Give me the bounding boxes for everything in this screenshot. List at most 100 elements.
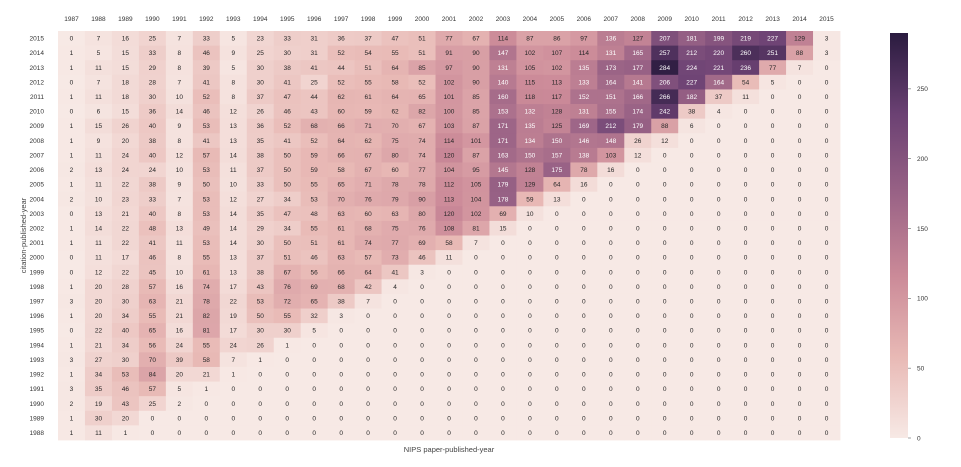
cell-value-label: 0 <box>555 372 559 379</box>
cell-value-label: 0 <box>528 328 532 335</box>
cell-value-label: 85 <box>472 94 480 101</box>
heatmap-cell <box>408 425 436 441</box>
cell-value-label: 57 <box>203 152 211 159</box>
heatmap-cell <box>84 264 113 280</box>
cell-value-label: 257 <box>659 50 670 57</box>
cell-value-label: 0 <box>717 196 721 203</box>
cell-value-label: 9 <box>178 182 182 189</box>
heatmap-cell <box>678 45 706 61</box>
heatmap-cell <box>732 60 760 76</box>
heatmap-cell <box>516 206 544 222</box>
cell-value-label: 0 <box>366 328 370 335</box>
heatmap-cell <box>381 308 409 324</box>
heatmap-cell <box>435 191 463 207</box>
heatmap-cell <box>58 177 86 193</box>
cell-value-label: 0 <box>636 299 640 306</box>
cell-value-label: 0 <box>663 430 667 437</box>
heatmap-cell <box>759 220 787 236</box>
cell-value-label: 0 <box>609 196 613 203</box>
heatmap-cell <box>408 60 436 76</box>
cell-value-label: 60 <box>364 211 372 218</box>
heatmap-cell <box>705 366 733 382</box>
cell-value-label: 0 <box>636 386 640 393</box>
heatmap-cell <box>111 74 140 90</box>
cell-value-label: 0 <box>501 284 505 291</box>
heatmap-cell <box>678 191 706 207</box>
cell-value-label: 0 <box>717 313 721 320</box>
heatmap-cell <box>705 206 733 222</box>
cell-value-label: 35 <box>257 211 265 218</box>
cell-value-label: 0 <box>474 328 478 335</box>
cell-value-label: 0 <box>528 386 532 393</box>
cell-value-label: 46 <box>203 50 211 57</box>
cell-value-label: 36 <box>338 36 346 43</box>
heatmap-cell <box>489 206 517 222</box>
heatmap-cell <box>138 133 167 149</box>
heatmap-cell <box>219 74 248 90</box>
heatmap-cell <box>786 323 814 339</box>
cell-value-label: 0 <box>825 79 829 86</box>
cell-value-label: 4 <box>717 109 721 116</box>
cell-value-label: 34 <box>122 313 130 320</box>
cell-value-label: 15 <box>499 225 507 232</box>
cell-value-label: 0 <box>501 357 505 364</box>
cell-value-label: 0 <box>744 401 748 408</box>
heatmap-cell <box>624 177 652 193</box>
heatmap-cell <box>786 89 814 105</box>
cell-value-label: 0 <box>744 313 748 320</box>
cell-value-label: 0 <box>528 240 532 247</box>
cell-value-label: 71 <box>364 182 372 189</box>
heatmap-cell <box>165 45 194 61</box>
cell-value-label: 0 <box>663 328 667 335</box>
heatmap-cell <box>84 220 113 236</box>
heatmap-cell <box>489 177 517 193</box>
heatmap-cell <box>624 279 652 295</box>
cell-value-label: 105 <box>471 182 482 189</box>
heatmap-cell <box>354 104 382 120</box>
heatmap-cell <box>435 177 463 193</box>
cell-value-label: 128 <box>551 109 562 116</box>
x-tick-label: 1990 <box>145 16 160 23</box>
heatmap-cell <box>58 118 86 134</box>
cell-value-label: 0 <box>339 430 343 437</box>
heatmap-cell <box>84 381 113 397</box>
cell-value-label: 163 <box>498 152 509 159</box>
cell-value-label: 15 <box>95 123 103 130</box>
cell-value-label: 0 <box>393 372 397 379</box>
cell-value-label: 78 <box>418 182 426 189</box>
heatmap-cell <box>354 45 382 61</box>
heatmap-cell <box>597 162 625 178</box>
heatmap-cell <box>246 366 275 382</box>
cell-value-label: 87 <box>472 123 480 130</box>
heatmap-cell <box>786 366 814 382</box>
cell-value-label: 0 <box>609 269 613 276</box>
heatmap-cell <box>786 133 814 149</box>
y-tick-label: 1990 <box>30 401 45 408</box>
x-tick-label: 1987 <box>64 16 79 23</box>
cell-value-label: 14 <box>95 225 103 232</box>
heatmap-cell <box>732 250 760 266</box>
heatmap-cell <box>219 396 248 412</box>
heatmap-cell <box>462 177 490 193</box>
cell-value-label: 78 <box>580 167 588 174</box>
heatmap-cell <box>462 191 490 207</box>
heatmap-cell <box>732 381 760 397</box>
cell-value-label: 114 <box>444 138 455 145</box>
heatmap-cell <box>300 250 329 266</box>
heatmap-cell <box>489 104 517 120</box>
cell-value-label: 0 <box>231 401 235 408</box>
heatmap-cell <box>489 410 517 426</box>
heatmap-cell <box>192 396 221 412</box>
cell-value-label: 0 <box>366 372 370 379</box>
cell-value-label: 32 <box>311 313 319 320</box>
heatmap-cell <box>651 366 679 382</box>
heatmap-cell <box>732 235 760 251</box>
cell-value-label: 0 <box>366 313 370 320</box>
heatmap-cell <box>327 396 356 412</box>
heatmap-cell <box>732 352 760 368</box>
heatmap-cell <box>570 191 598 207</box>
heatmap-cell <box>381 162 409 178</box>
cell-value-label: 179 <box>498 182 509 189</box>
heatmap-cell <box>58 381 86 397</box>
heatmap-cell <box>435 279 463 295</box>
